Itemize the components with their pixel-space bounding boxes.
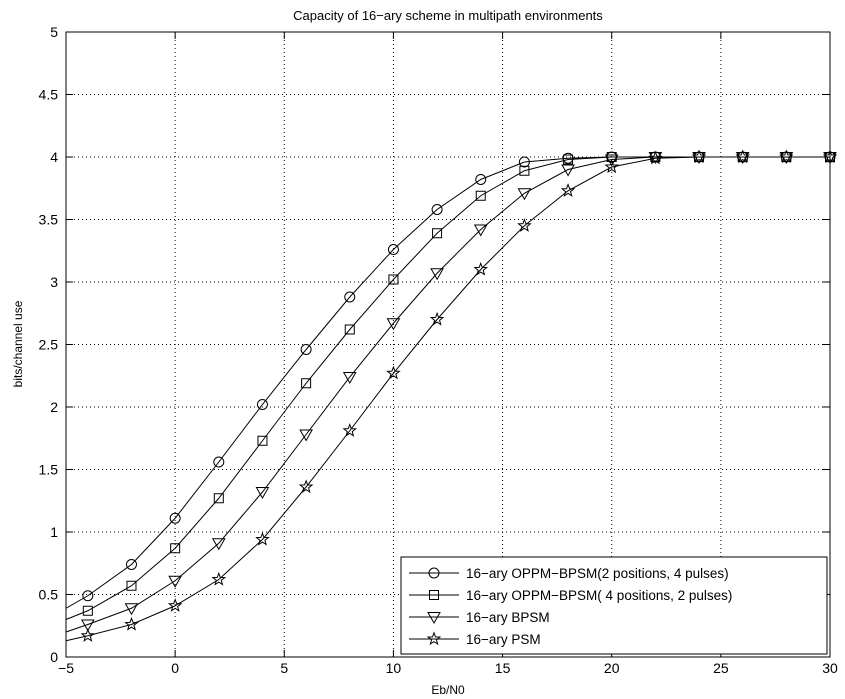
series-3-point <box>561 164 575 177</box>
series-3-point <box>342 372 357 385</box>
series-4-point <box>386 365 401 380</box>
series-4 <box>65 149 838 642</box>
x-axis-label: Eb/N0 <box>431 683 465 697</box>
series-4-point <box>691 149 707 164</box>
x-tick-label: 10 <box>386 660 402 676</box>
legend-marker <box>428 567 440 579</box>
series-1-point <box>82 590 94 602</box>
series-2-point <box>257 435 268 446</box>
series-4-point <box>429 311 445 326</box>
series-2-point <box>563 154 574 165</box>
series-2-point <box>475 190 486 201</box>
legend-entry-label: 16−ary PSM <box>466 632 541 647</box>
series-4-line <box>65 156 830 642</box>
series-3-point <box>80 619 95 632</box>
legend-marker <box>427 612 441 625</box>
y-tick-label: 3 <box>50 274 58 290</box>
series-1-point <box>475 174 487 185</box>
y-tick-label: 5 <box>50 24 58 40</box>
series-1-point <box>169 512 181 524</box>
series-1-point <box>344 291 356 303</box>
series-4-point <box>473 261 489 276</box>
series-3-point <box>168 575 183 588</box>
series-2-point <box>82 605 93 616</box>
series-4-point <box>80 628 96 642</box>
legend-marker <box>429 590 439 600</box>
series-1-point <box>387 244 399 255</box>
series-4-point <box>648 150 663 165</box>
legend: 16−ary OPPM−BPSM(2 positions, 4 pulses) 1… <box>400 556 828 655</box>
y-tick-label: 3.5 <box>39 212 59 228</box>
series-2-point <box>213 493 224 504</box>
series-3-point <box>255 487 270 500</box>
y-tick-label: 2 <box>50 399 58 415</box>
series-2-point <box>301 378 312 389</box>
series-4-point <box>735 149 750 164</box>
series-1-line <box>65 156 830 609</box>
chart-title: Capacity of 16−ary scheme in multipath e… <box>293 8 603 23</box>
y-tick-label: 4 <box>50 149 58 165</box>
y-axis-label: bits/channel use <box>11 300 25 387</box>
series-1-point <box>213 456 225 468</box>
series-3-point <box>604 154 619 167</box>
series-4-point <box>779 149 794 164</box>
legend-entry-label: 16−ary OPPM−BPSM( 4 positions, 2 pulses) <box>466 588 732 603</box>
series-3-point <box>124 603 139 616</box>
series-1-point <box>518 156 530 168</box>
x-tick-label: 25 <box>713 660 729 676</box>
plot-frame <box>65 31 831 658</box>
legend-box <box>400 556 828 655</box>
y-tick-label: 1.5 <box>39 462 59 478</box>
legend-entry-label: 16−ary OPPM−BPSM(2 positions, 4 pulses) <box>466 566 729 581</box>
series-2-point <box>344 324 355 335</box>
series-3-point <box>299 429 313 442</box>
series-4-point <box>560 183 576 197</box>
y-tick-label: 4.5 <box>39 87 59 103</box>
series-1-point <box>256 399 268 410</box>
series-2-line <box>65 156 830 620</box>
legend-marker <box>426 631 442 646</box>
series-4-point <box>255 531 270 546</box>
series-3-point <box>430 268 444 281</box>
legend-entry-label: 16−ary BPSM <box>466 610 550 625</box>
x-tick-label: 15 <box>495 660 511 676</box>
series-1-point <box>431 204 443 215</box>
series-4-point <box>298 479 314 494</box>
series-3-point <box>473 224 488 237</box>
series-4-point <box>604 159 619 174</box>
series-2-point <box>432 228 443 239</box>
series-2 <box>65 152 835 620</box>
x-tick-label: 20 <box>604 660 620 676</box>
series-2-point <box>519 165 530 176</box>
series-3-point <box>386 318 401 331</box>
x-tick-label: 30 <box>822 660 838 676</box>
series-4-point <box>124 616 139 631</box>
series-2-point <box>170 543 181 554</box>
y-tick-label: 1 <box>50 524 58 540</box>
series-layer <box>65 149 838 642</box>
series-1-point <box>125 559 137 570</box>
x-tick-label: 0 <box>171 660 179 676</box>
y-tick-label: 0 <box>50 649 58 665</box>
series-3-point <box>517 188 532 201</box>
y-tick-label: 0.5 <box>39 587 59 603</box>
series-4-point <box>167 598 183 612</box>
series-1-point <box>300 344 312 355</box>
series-1 <box>65 151 836 609</box>
series-4-point <box>211 571 227 586</box>
series-2-point <box>126 580 137 591</box>
label-layer: Capacity of 16−ary scheme in multipath e… <box>11 8 603 697</box>
series-2-point <box>388 274 399 285</box>
series-4-point <box>342 423 358 437</box>
series-4-point <box>517 218 532 232</box>
x-tick-label: −5 <box>58 660 74 676</box>
series-3-point <box>211 538 226 551</box>
y-tick-label: 2.5 <box>39 337 59 353</box>
x-tick-label: 5 <box>280 660 288 676</box>
